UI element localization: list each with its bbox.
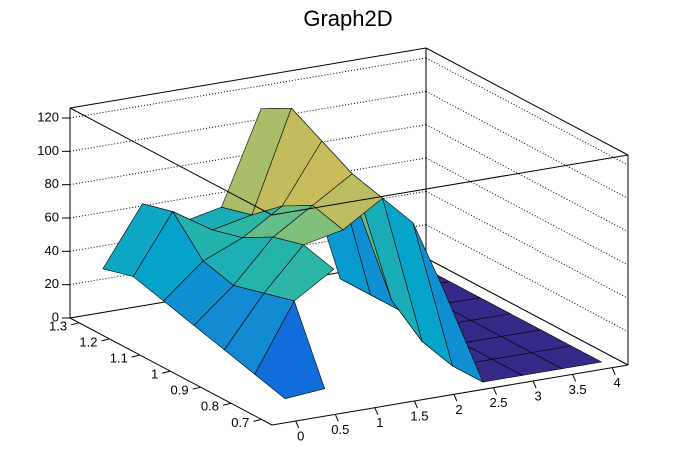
x-tick bbox=[611, 367, 616, 375]
surface-cell bbox=[412, 222, 484, 383]
box-edge bbox=[425, 257, 629, 366]
z-tick-label: 120 bbox=[37, 109, 59, 124]
x-tick bbox=[374, 407, 379, 415]
z-tick-label: 80 bbox=[45, 176, 59, 191]
x-tick-label: 4 bbox=[614, 375, 621, 390]
x-tick bbox=[334, 414, 339, 422]
x-tick bbox=[295, 420, 300, 429]
y-axis bbox=[69, 317, 273, 426]
x-tick-label: 1 bbox=[376, 415, 383, 430]
z-tick-label: 20 bbox=[45, 276, 59, 291]
x-tick bbox=[413, 400, 418, 409]
y-tick-label: 0.9 bbox=[171, 383, 189, 398]
x-tick bbox=[572, 374, 577, 382]
x-tick-label: 0.5 bbox=[331, 422, 349, 437]
box-edge bbox=[425, 47, 629, 156]
box-edge bbox=[69, 47, 427, 109]
x-tick-label: 0 bbox=[297, 428, 304, 443]
y-tick-label: 1.3 bbox=[49, 318, 67, 333]
x-tick bbox=[453, 394, 458, 402]
grid-line bbox=[425, 90, 629, 199]
x-tick bbox=[493, 387, 497, 395]
x-tick bbox=[532, 380, 537, 389]
grid-line bbox=[425, 157, 629, 266]
y-tick bbox=[162, 370, 171, 374]
z-tick-label: 100 bbox=[37, 143, 59, 158]
y-tick-label: 0.8 bbox=[201, 399, 219, 414]
z-tick-label: 40 bbox=[45, 243, 59, 258]
y-tick-label: 1.2 bbox=[79, 334, 97, 349]
grid-line bbox=[425, 224, 629, 333]
y-tick bbox=[253, 418, 262, 422]
grid-line bbox=[425, 124, 629, 233]
x-tick-label: 1.5 bbox=[410, 408, 428, 423]
box-edge bbox=[271, 154, 629, 216]
y-tick-label: 0.7 bbox=[231, 415, 249, 430]
grid-line bbox=[69, 57, 427, 119]
z-tick-label: 0 bbox=[52, 309, 59, 324]
y-tick bbox=[222, 402, 232, 406]
x-tick-label: 2.5 bbox=[489, 395, 507, 410]
grid-line bbox=[69, 90, 427, 152]
y-tick bbox=[70, 322, 80, 326]
y-tick-label: 1 bbox=[151, 367, 158, 382]
box-edge bbox=[69, 107, 273, 216]
x-tick-label: 2 bbox=[455, 402, 462, 417]
z-tick-label: 60 bbox=[45, 209, 59, 224]
grid-line bbox=[425, 57, 629, 166]
x-tick-label: 3.5 bbox=[569, 382, 587, 397]
y-tick bbox=[131, 354, 140, 358]
y-tick-label: 1.1 bbox=[110, 350, 128, 365]
chart-title: Graph2D bbox=[303, 6, 392, 31]
grid-line bbox=[425, 190, 629, 299]
surface-cell bbox=[254, 300, 326, 400]
x-tick-label: 3 bbox=[534, 388, 541, 403]
y-tick bbox=[192, 386, 201, 390]
x-axis bbox=[271, 364, 629, 426]
y-tick bbox=[101, 338, 110, 342]
